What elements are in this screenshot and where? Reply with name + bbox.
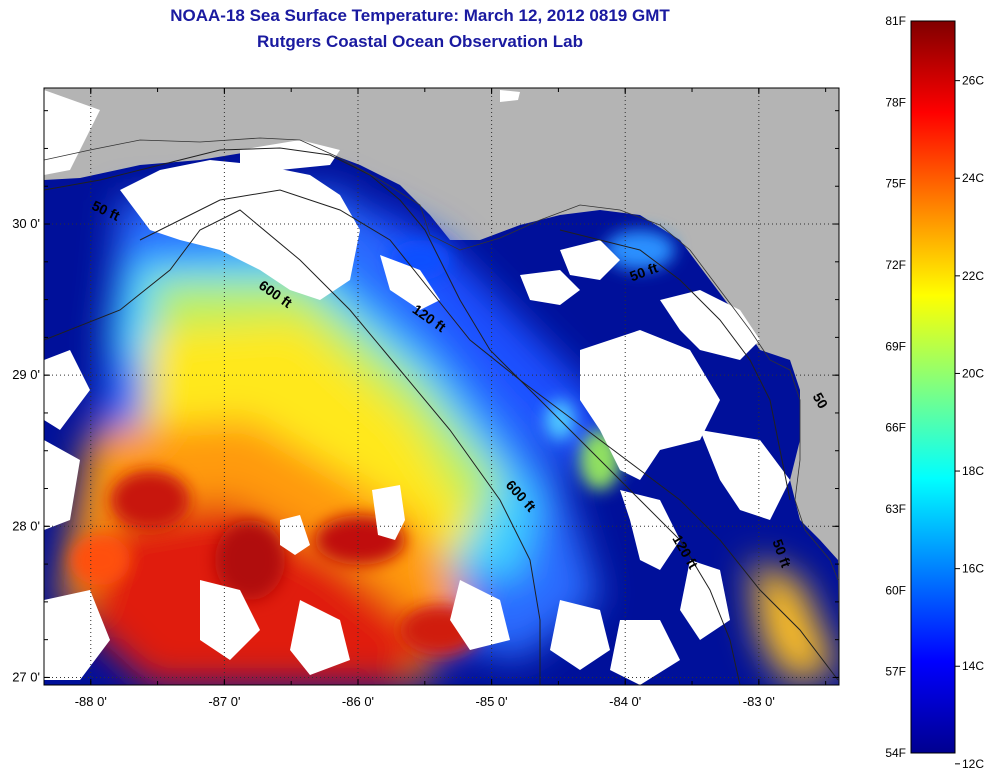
colorbar-c-label: 18C xyxy=(962,464,984,478)
colorbar-f-label: 78F xyxy=(885,95,906,109)
x-tick-label: -85 0' xyxy=(476,694,508,709)
colorbar-c-label: 20C xyxy=(962,366,984,380)
colorbar-c-label: 24C xyxy=(962,171,984,185)
title-line-2: Rutgers Coastal Ocean Observation Lab xyxy=(257,32,583,51)
map-frame xyxy=(43,87,840,686)
x-tick-label: -86 0' xyxy=(342,694,374,709)
y-tick-label: 30 0' xyxy=(12,216,40,231)
title-line-1: NOAA-18 Sea Surface Temperature: March 1… xyxy=(170,6,670,25)
colorbar-f-label: 66F xyxy=(885,421,906,435)
colorbar-c-label: 16C xyxy=(962,562,984,576)
isobath-label: 50 xyxy=(810,390,832,412)
x-tick-label: -87 0' xyxy=(208,694,240,709)
colorbar-f-label: 60F xyxy=(885,583,906,597)
colorbar-fahrenheit-labels: 81F 78F 75F 72F 69F 66F 63F 60F 57F 54F xyxy=(885,14,906,760)
colorbar-f-label: 63F xyxy=(885,502,906,516)
y-tick-label: 28 0' xyxy=(12,518,40,533)
longitude-axis: -88 0' -87 0' -86 0' -85 0' -84 0' -83 0' xyxy=(75,88,827,709)
colorbar-f-label: 81F xyxy=(885,14,906,28)
colorbar-c-label: 22C xyxy=(962,269,984,283)
y-tick-label: 27 0' xyxy=(12,669,40,684)
colorbar-c-label: 12C xyxy=(962,757,984,770)
isobaths xyxy=(44,147,839,685)
colorbar-f-label: 54F xyxy=(885,746,906,760)
colorbar-f-label: 69F xyxy=(885,339,906,353)
x-tick-label: -83 0' xyxy=(743,694,775,709)
colorbar-c-label: 14C xyxy=(962,659,984,673)
colorbar-f-label: 72F xyxy=(885,258,906,272)
map-grid xyxy=(44,88,839,685)
latitude-axis: 30 0' 29 0' 28 0' 27 0' xyxy=(12,110,839,684)
colorbar xyxy=(910,20,956,754)
x-tick-label: -88 0' xyxy=(75,694,107,709)
x-tick-label: -84 0' xyxy=(609,694,641,709)
y-tick-label: 29 0' xyxy=(12,367,40,382)
colorbar-f-label: 57F xyxy=(885,665,906,679)
colorbar-f-label: 75F xyxy=(885,177,906,191)
coastline xyxy=(44,137,839,581)
colorbar-celsius-labels: 26C 24C 22C 20C 18C 16C 14C 12C xyxy=(955,74,984,770)
colorbar-c-label: 26C xyxy=(962,74,984,88)
